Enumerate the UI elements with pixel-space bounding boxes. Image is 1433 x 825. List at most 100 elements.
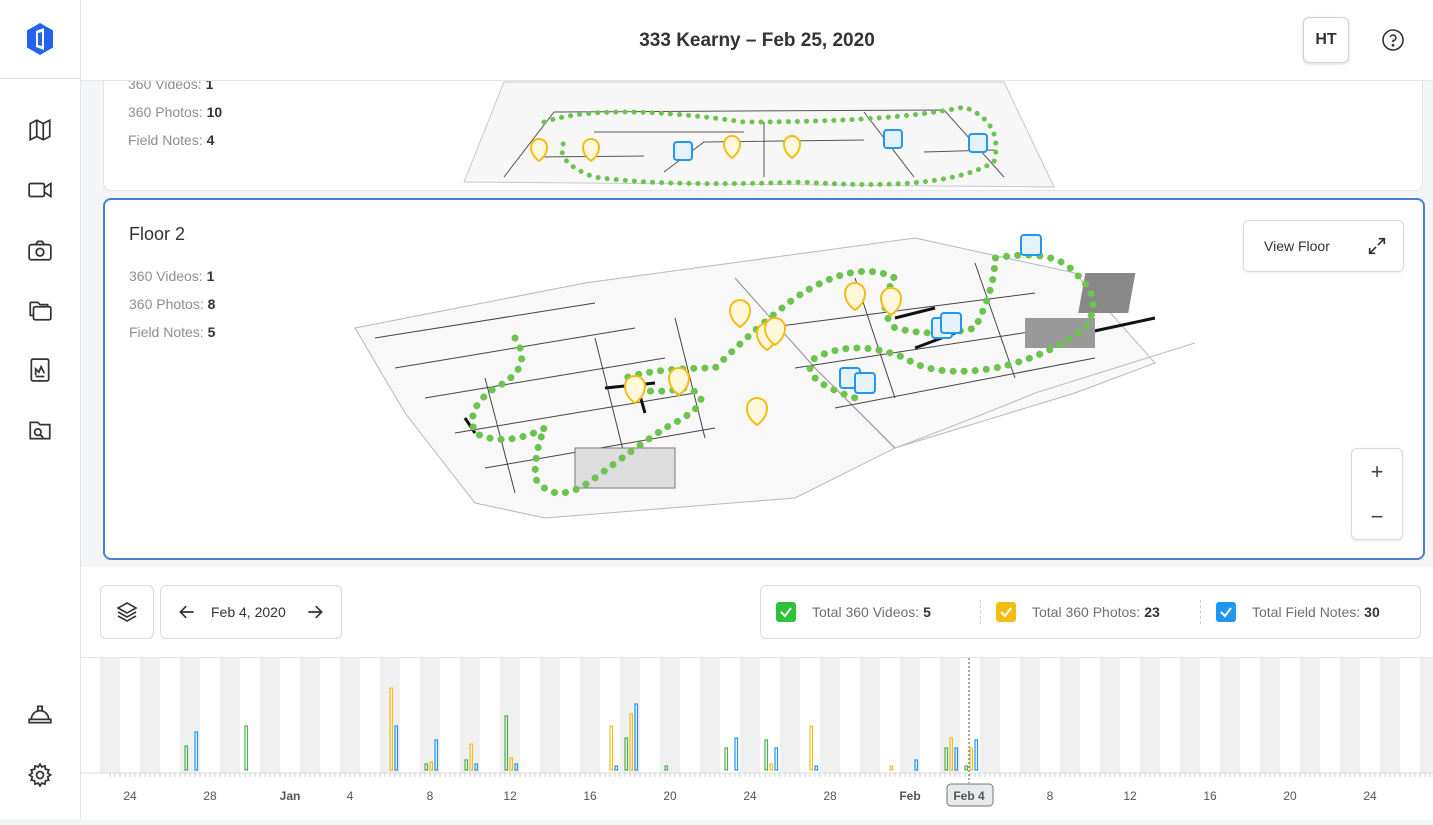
tick-label: 8 <box>1047 789 1054 803</box>
report-button[interactable] <box>20 350 60 390</box>
day-stripe <box>1260 658 1280 773</box>
timeline-bar <box>614 765 619 771</box>
report-icon <box>30 358 50 382</box>
timeline-bar <box>889 765 894 771</box>
zoom-controls: + − <box>1351 448 1403 540</box>
tick-label: 8 <box>427 789 434 803</box>
timeline-bar <box>429 761 434 771</box>
camera-button[interactable] <box>20 230 60 270</box>
day-stripe <box>980 658 1000 773</box>
videos-count: 360 Videos: 1 <box>128 81 214 92</box>
timeline-bar <box>969 747 974 771</box>
photos-count: 360 Photos: 10 <box>128 104 223 120</box>
zoom-out-button[interactable]: − <box>1370 503 1384 529</box>
layers-button[interactable] <box>100 585 154 639</box>
floor-card[interactable]: 360 Videos: 1 360 Photos: 10 Field Notes… <box>103 81 1423 191</box>
timeline-bar <box>634 703 639 771</box>
floor-card-floor-2[interactable]: Floor 2 360 Videos: 1 360 Photos: 8 Fiel… <box>103 198 1425 560</box>
hardhat-button[interactable] <box>20 695 60 735</box>
avatar[interactable]: HT <box>1303 17 1349 63</box>
day-stripe <box>260 658 280 773</box>
day-stripe <box>1340 658 1360 773</box>
day-stripe <box>140 658 160 773</box>
timeline-bar <box>774 747 779 771</box>
total-videos[interactable]: Total 360 Videos: 5 <box>776 601 931 623</box>
day-stripe <box>460 658 480 773</box>
note-pins <box>673 129 988 161</box>
timeline-bar <box>769 763 774 771</box>
day-stripe <box>700 658 720 773</box>
day-stripe <box>1380 658 1400 773</box>
floor-plan-map[interactable] <box>444 81 1084 190</box>
photo-pins <box>529 135 802 163</box>
timeline-bar <box>724 747 729 771</box>
timeline-bar <box>944 747 949 771</box>
timeline-bar <box>914 759 919 771</box>
day-stripe <box>900 658 920 773</box>
day-stripe <box>220 658 240 773</box>
settings-button[interactable] <box>20 755 60 795</box>
arrow-right-icon[interactable] <box>305 602 325 622</box>
date-navigator: Feb 4, 2020 <box>160 585 342 639</box>
timeline-chart[interactable]: 24 28 Jan 4 8 12 16 20 24 28 Feb Feb 4 8 12 16 20 24 <box>81 658 1433 820</box>
tick-label: 28 <box>203 789 217 803</box>
timeline-bar <box>664 765 669 771</box>
timeline-bar <box>394 725 399 771</box>
tick-label: 16 <box>583 789 597 803</box>
search-plans-icon <box>29 421 51 440</box>
sidebar <box>0 0 81 819</box>
timeline-bar <box>509 757 514 771</box>
day-stripe <box>1220 658 1240 773</box>
day-stripe <box>820 658 840 773</box>
tick-label: 12 <box>1123 789 1137 803</box>
gallery-button[interactable] <box>20 290 60 330</box>
arrow-left-icon[interactable] <box>177 602 197 622</box>
timeline-bar <box>184 745 189 771</box>
tick-label: 24 <box>743 789 757 803</box>
totals-legend: Total 360 Videos: 5 Total 360 Photos: 23 T… <box>760 585 1421 639</box>
page-title: 333 Kearny – Feb 25, 2020 <box>639 30 875 51</box>
day-stripe <box>300 658 320 773</box>
timeline-bar <box>764 739 769 771</box>
tick-label: 20 <box>663 789 677 803</box>
search-plans-button[interactable] <box>20 410 60 450</box>
timeline-bar <box>474 763 479 771</box>
tick-label: Feb <box>899 789 920 803</box>
day-stripe <box>660 658 680 773</box>
checkbox-icon[interactable] <box>996 602 1016 622</box>
day-stripe <box>940 658 960 773</box>
photos-count: 360 Photos: 8 <box>129 296 216 312</box>
map-button[interactable] <box>20 110 60 150</box>
videos-count: 360 Videos: 1 <box>129 268 215 284</box>
timeline[interactable]: 24 28 Jan 4 8 12 16 20 24 28 Feb Feb 4 8 12 16 20 24 <box>81 657 1433 820</box>
timeline-bar <box>194 731 199 771</box>
checkbox-icon[interactable] <box>776 602 796 622</box>
hardhat-icon <box>28 705 52 724</box>
logo[interactable] <box>0 0 80 79</box>
day-stripe <box>500 658 520 773</box>
tick-label: 24 <box>1363 789 1377 803</box>
total-notes[interactable]: Total Field Notes: 30 <box>1216 601 1380 623</box>
day-stripe <box>580 658 600 773</box>
video-button[interactable] <box>20 170 60 210</box>
floors-list: 360 Videos: 1 360 Photos: 10 Field Notes… <box>81 81 1433 567</box>
help-icon[interactable] <box>1381 28 1405 52</box>
timeline-bar <box>504 715 509 771</box>
divider <box>1200 600 1201 624</box>
checkbox-icon[interactable] <box>1216 602 1236 622</box>
total-photos[interactable]: Total 360 Photos: 23 <box>996 601 1160 623</box>
timeline-bar <box>244 725 249 771</box>
current-date: Feb 4, 2020 <box>211 604 286 620</box>
timeline-bar <box>434 739 439 771</box>
zoom-in-button[interactable]: + <box>1370 458 1384 484</box>
view-floor-button[interactable]: View Floor <box>1243 220 1404 272</box>
selected-date-marker[interactable] <box>946 783 994 807</box>
video-icon <box>28 181 52 199</box>
tick-label: 12 <box>503 789 517 803</box>
timeline-bar <box>469 743 474 771</box>
day-stripe <box>340 658 360 773</box>
floor-plan-map[interactable] <box>335 218 1215 558</box>
photo-pins <box>623 282 903 427</box>
day-stripe <box>1020 658 1040 773</box>
notes-count: Field Notes: 4 <box>128 132 215 148</box>
